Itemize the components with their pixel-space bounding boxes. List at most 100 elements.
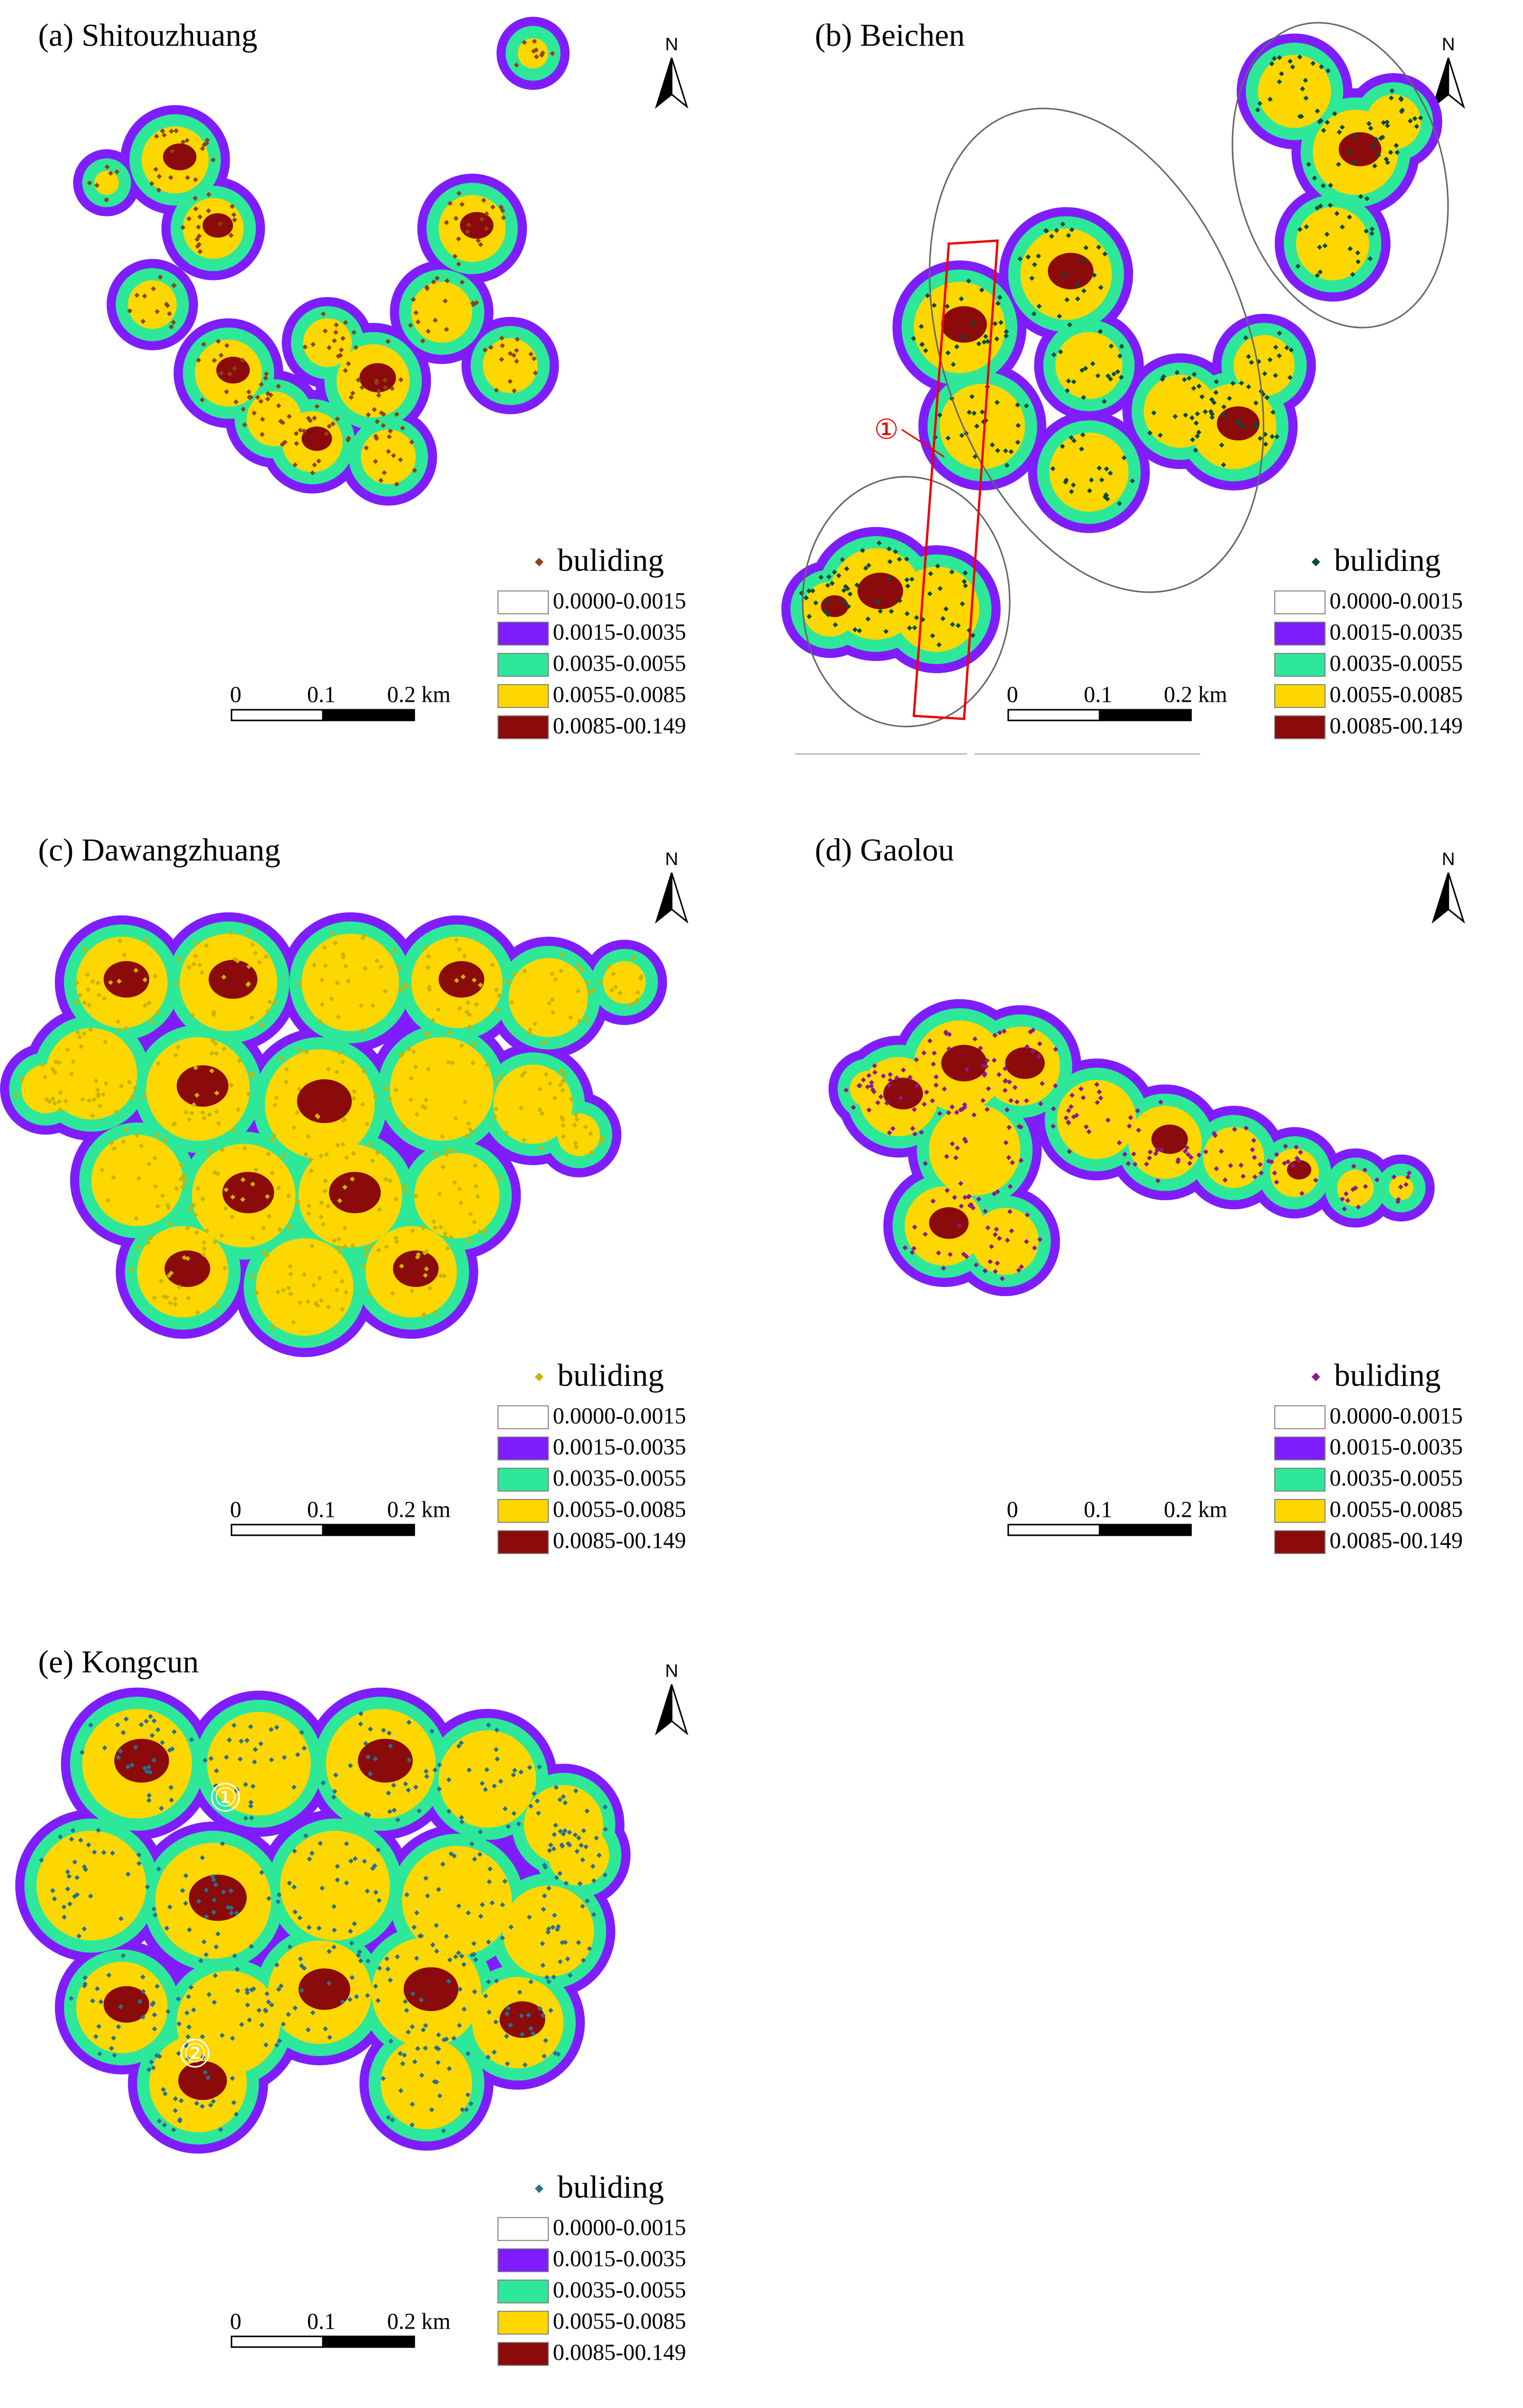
building-marker <box>411 296 416 302</box>
building-marker <box>197 962 203 968</box>
building-marker <box>1334 211 1340 216</box>
building-marker <box>231 1723 237 1728</box>
building-marker <box>301 1272 307 1277</box>
building-marker <box>382 470 387 475</box>
building-marker <box>468 2101 474 2106</box>
building-marker <box>1319 64 1324 70</box>
building-marker <box>1050 1124 1056 1129</box>
scale-label: 0 <box>1007 683 1018 708</box>
building-marker <box>1272 1170 1277 1176</box>
building-marker <box>931 302 937 308</box>
building-marker <box>436 1887 441 1893</box>
building-marker <box>941 1086 947 1092</box>
building-marker <box>217 221 223 227</box>
density-zone <box>1049 432 1129 512</box>
building-marker <box>149 1733 155 1739</box>
building-marker <box>950 621 955 627</box>
building-marker <box>1221 462 1226 468</box>
density-zone <box>939 384 1025 469</box>
building-marker <box>1135 1108 1140 1114</box>
building-marker <box>527 1030 532 1036</box>
map <box>73 16 570 506</box>
scale-label: 0.2 km <box>1164 683 1227 708</box>
building-marker <box>277 1227 283 1233</box>
building-marker <box>391 452 396 458</box>
building-marker <box>1209 414 1215 420</box>
building-marker <box>357 1949 362 1954</box>
density-zone <box>894 566 980 652</box>
building-marker <box>143 1718 149 1724</box>
legend-marker <box>1311 1372 1320 1381</box>
building-marker <box>387 1743 393 1749</box>
building-marker <box>263 2042 269 2048</box>
building-marker <box>180 139 186 145</box>
legend-swatch <box>497 621 549 646</box>
building-marker <box>233 399 239 405</box>
building-marker <box>383 385 388 391</box>
density-hotspot <box>298 1968 350 2010</box>
building-marker <box>844 566 849 572</box>
building-marker <box>376 388 382 394</box>
building-marker <box>136 1861 142 1866</box>
density-zone <box>91 1135 183 1226</box>
building-marker <box>77 992 83 998</box>
building-marker <box>162 2091 168 2097</box>
building-marker <box>477 1229 483 1235</box>
legend-marker-label: buliding <box>557 543 664 578</box>
density-hotspot <box>1048 252 1094 289</box>
building-marker <box>280 420 286 426</box>
building-marker <box>199 970 205 975</box>
building-marker <box>349 1940 355 1946</box>
building-marker <box>327 1980 332 1986</box>
building-marker <box>1053 1046 1058 1052</box>
building-marker <box>1004 1237 1010 1243</box>
building-marker <box>479 1780 485 1786</box>
building-marker <box>1347 214 1352 220</box>
scale-bar <box>231 709 324 721</box>
density-zone <box>303 318 352 367</box>
building-marker <box>492 2049 497 2055</box>
legend-label: 0.0085-00.149 <box>1329 1528 1463 1553</box>
building-marker <box>291 1884 297 1890</box>
legend-marker <box>1311 557 1320 567</box>
legend-swatch <box>497 1530 549 1554</box>
building-marker <box>1103 493 1109 499</box>
building-marker <box>178 2098 184 2104</box>
legend-label: 0.0035-0.0055 <box>553 2278 686 2303</box>
building-marker <box>321 1221 327 1227</box>
building-marker <box>1194 411 1200 417</box>
legend-swatch <box>497 715 549 739</box>
building-marker <box>93 2034 99 2040</box>
legend-label: 0.0015-0.0035 <box>1329 620 1463 645</box>
building-marker <box>990 442 995 448</box>
legend-label: 0.0085-00.149 <box>553 2340 686 2365</box>
building-marker <box>367 1141 372 1147</box>
building-marker <box>391 1807 397 1813</box>
building-marker <box>202 2070 208 2075</box>
building-marker <box>400 2061 405 2067</box>
building-marker <box>139 1722 144 1727</box>
building-marker <box>299 1987 305 1993</box>
building-marker <box>108 1140 114 1146</box>
building-marker <box>168 324 174 330</box>
building-marker <box>160 128 166 134</box>
building-marker <box>1079 367 1085 373</box>
building-marker <box>1257 101 1263 106</box>
building-marker <box>361 1069 367 1074</box>
building-marker <box>958 1107 964 1113</box>
map <box>828 999 1435 1297</box>
building-marker <box>146 1161 152 1167</box>
building-marker <box>176 2051 182 2056</box>
building-marker <box>56 1099 62 1105</box>
north-arrow <box>670 1684 688 1736</box>
building-marker <box>514 358 520 364</box>
building-marker <box>223 1206 228 1211</box>
building-marker <box>340 336 346 341</box>
legend-swatch <box>497 1468 549 1492</box>
building-marker <box>287 1225 293 1230</box>
building-marker <box>588 1150 594 1155</box>
north-arrow <box>670 872 688 924</box>
building-marker <box>458 1200 464 1206</box>
building-marker <box>270 1325 276 1330</box>
building-marker <box>205 2075 211 2080</box>
